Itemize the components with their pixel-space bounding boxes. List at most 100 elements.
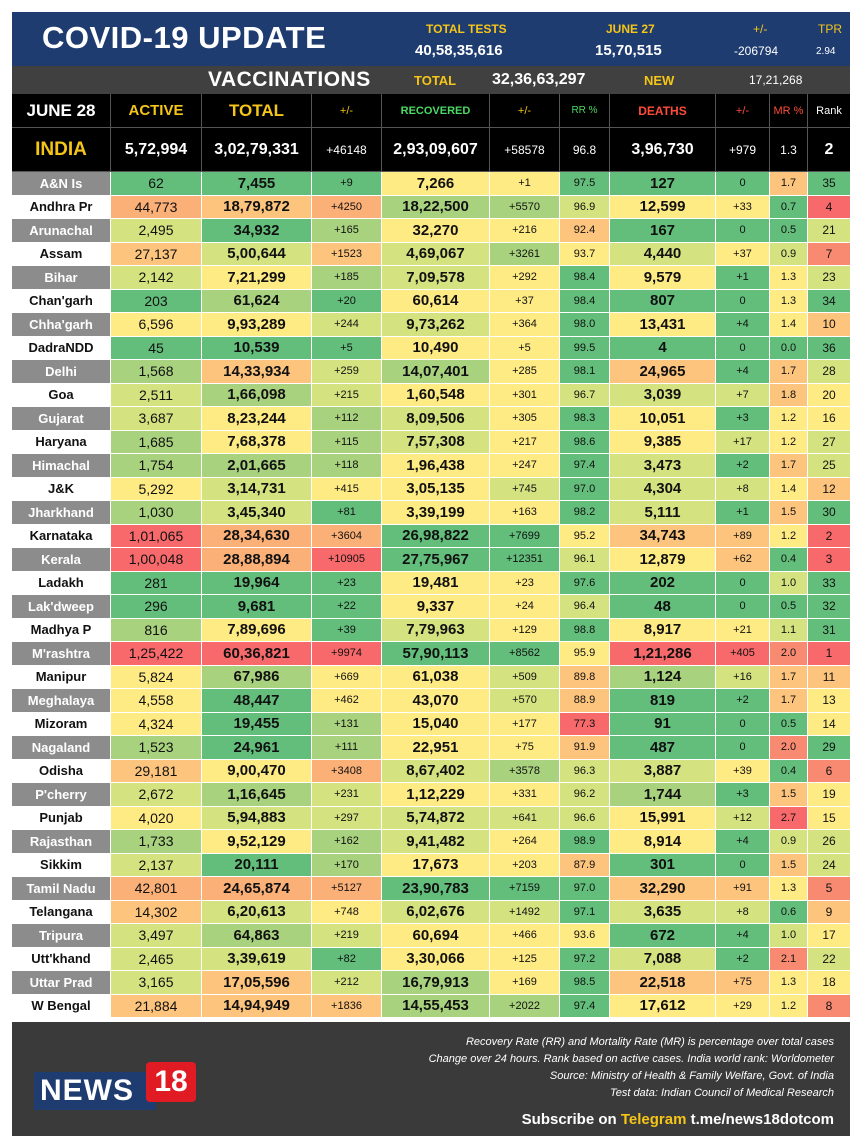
date-label: JUNE 27 (606, 22, 655, 36)
cell-active: 5,292 (111, 477, 202, 501)
cell-active: 62 (111, 172, 202, 196)
cell-recovered-change: +570 (490, 689, 560, 713)
cell-state: Nagaland (12, 736, 111, 760)
cell-deaths: 4,440 (610, 242, 716, 266)
cell-total-change: +215 (312, 383, 382, 407)
cell-recovered: 8,09,506 (382, 407, 490, 431)
cell-state: M'rashtra (12, 642, 111, 666)
cell-rank: 2 (808, 524, 850, 548)
cell-rr: 97.2 (560, 947, 610, 971)
table-row: Odisha 29,181 9,00,470 +3408 8,67,402 +3578 96… (12, 759, 850, 783)
vaccinations-total-value: 32,36,63,297 (492, 71, 586, 88)
cell-total: 14,33,934 (202, 360, 312, 384)
cell-recovered-change: +217 (490, 430, 560, 454)
cell-rr: 97.0 (560, 877, 610, 901)
cell-mr: 1.7 (770, 360, 808, 384)
cell-deaths: 1,21,286 (610, 642, 716, 666)
table-row: Karnataka 1,01,065 28,34,630 +3604 26,98,822… (12, 524, 850, 548)
cell-total: 28,34,630 (202, 524, 312, 548)
subscribe-line: Subscribe on Telegram t.me/news18dotcom (522, 1111, 834, 1128)
cell-deaths-change: +1 (716, 501, 770, 525)
cell-active: 281 (111, 571, 202, 595)
cell-mr: 1.5 (770, 853, 808, 877)
cell-recovered-change: +331 (490, 783, 560, 807)
cell-rank: 3 (808, 548, 850, 572)
cell-mr: 2.0 (770, 642, 808, 666)
cell-rr: 92.4 (560, 219, 610, 243)
cell-rank: 20 (808, 383, 850, 407)
cell-rr: 96.9 (560, 195, 610, 219)
cell-rr: 91.9 (560, 736, 610, 760)
cell-state: P'cherry (12, 783, 111, 807)
cell-rank: 9 (808, 900, 850, 924)
total-tests-value: 40,58,35,616 (415, 42, 503, 59)
cell-deaths-change: 0 (716, 853, 770, 877)
cell-recovered: 60,694 (382, 924, 490, 948)
cell-state: Ladakh (12, 571, 111, 595)
cell-recovered-change: +5570 (490, 195, 560, 219)
cell-total: 48,447 (202, 689, 312, 713)
cell-deaths-change: +2 (716, 454, 770, 478)
column-header-active: ACTIVE (111, 94, 202, 128)
news18-logo: NEWS 18 (34, 1062, 196, 1110)
cell-recovered: 7,09,578 (382, 266, 490, 290)
cell-total-change: +4250 (312, 195, 382, 219)
table-row: Punjab 4,020 5,94,883 +297 5,74,872 +641 96.6 1… (12, 806, 850, 830)
table-row: J&K 5,292 3,14,731 +415 3,05,135 +745 97.0 4,30… (12, 477, 850, 501)
footer-notes: Recovery Rate (RR) and Mortality Rate (M… (429, 1034, 834, 1102)
cell-deaths: 1,124 (610, 665, 716, 689)
cell-active: 1,00,048 (111, 548, 202, 572)
india-rr: 96.8 (560, 128, 610, 172)
cell-mr: 0.4 (770, 759, 808, 783)
cell-total-change: +3408 (312, 759, 382, 783)
cell-active: 1,568 (111, 360, 202, 384)
cell-recovered-change: +301 (490, 383, 560, 407)
cell-total: 20,111 (202, 853, 312, 877)
cell-active: 1,030 (111, 501, 202, 525)
cell-recovered-change: +285 (490, 360, 560, 384)
cell-state: Punjab (12, 806, 111, 830)
table-row: Bihar 2,142 7,21,299 +185 7,09,578 +292 98.4 9,… (12, 266, 850, 290)
cell-total: 7,68,378 (202, 430, 312, 454)
cell-total: 60,36,821 (202, 642, 312, 666)
cell-total-change: +22 (312, 595, 382, 619)
cell-rank: 32 (808, 595, 850, 619)
cell-deaths-change: +3 (716, 407, 770, 431)
cell-recovered-change: +7159 (490, 877, 560, 901)
cell-total: 7,89,696 (202, 618, 312, 642)
column-header-total: TOTAL (202, 94, 312, 128)
table-row: Lak'dweep 296 9,681 +22 9,337 +24 96.4 48 0 0.5 32 (12, 595, 850, 619)
column-header-total-change: +/- (312, 94, 382, 128)
cell-deaths-change: 0 (716, 571, 770, 595)
cell-active: 2,511 (111, 383, 202, 407)
cell-state: W Bengal (12, 994, 111, 1018)
cell-deaths-change: +4 (716, 360, 770, 384)
cell-deaths-change: +21 (716, 618, 770, 642)
cell-rr: 97.6 (560, 571, 610, 595)
cell-total-change: +462 (312, 689, 382, 713)
logo-news-text: NEWS (34, 1072, 156, 1110)
cell-recovered-change: +2022 (490, 994, 560, 1018)
table-row: Jharkhand 1,030 3,45,340 +81 3,39,199 +163 98.… (12, 501, 850, 525)
cell-deaths: 487 (610, 736, 716, 760)
cell-recovered-change: +163 (490, 501, 560, 525)
cell-total-change: +259 (312, 360, 382, 384)
cell-recovered: 7,57,308 (382, 430, 490, 454)
note-line: Recovery Rate (RR) and Mortality Rate (M… (465, 1036, 834, 1048)
cell-recovered-change: +641 (490, 806, 560, 830)
cell-deaths: 15,991 (610, 806, 716, 830)
cell-recovered: 14,55,453 (382, 994, 490, 1018)
telegram-link[interactable]: t.me/news18dotcom (690, 1111, 834, 1128)
cell-total: 28,88,894 (202, 548, 312, 572)
cell-active: 3,497 (111, 924, 202, 948)
cell-rr: 97.1 (560, 900, 610, 924)
cell-rank: 30 (808, 501, 850, 525)
cell-total-change: +81 (312, 501, 382, 525)
cell-state: Delhi (12, 360, 111, 384)
cell-state: J&K (12, 477, 111, 501)
cell-deaths: 5,111 (610, 501, 716, 525)
cell-state: Bihar (12, 266, 111, 290)
cell-mr: 0.7 (770, 195, 808, 219)
cell-total-change: +10905 (312, 548, 382, 572)
column-header-rank: Rank (808, 94, 850, 128)
